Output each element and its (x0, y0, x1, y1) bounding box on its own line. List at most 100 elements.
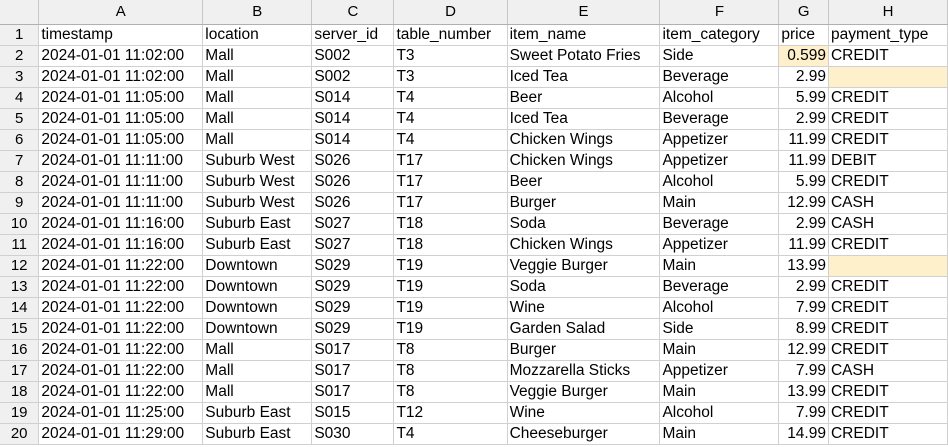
cell-h13[interactable]: CREDIT (828, 276, 948, 298)
cell-e19[interactable]: Wine (507, 402, 661, 424)
cell-h20[interactable]: CREDIT (828, 423, 948, 445)
cell-d13[interactable]: T19 (393, 276, 508, 298)
cell-h2[interactable]: CREDIT (828, 45, 948, 67)
cell-g13[interactable]: 2.99 (778, 276, 829, 298)
column-header-f[interactable]: F (659, 0, 780, 25)
column-header-a[interactable]: A (38, 0, 204, 25)
row-header[interactable]: 15 (0, 318, 40, 340)
cell-f1[interactable]: item_category (659, 24, 780, 46)
cell-e15[interactable]: Garden Salad (507, 318, 661, 340)
cell-g10[interactable]: 2.99 (778, 213, 829, 235)
cell-d5[interactable]: T4 (393, 108, 508, 130)
cell-d7[interactable]: T17 (393, 150, 508, 172)
cell-e13[interactable]: Soda (507, 276, 661, 298)
cell-c6[interactable]: S014 (311, 129, 395, 151)
cell-d18[interactable]: T8 (393, 381, 508, 403)
cell-h14[interactable]: CREDIT (828, 297, 948, 319)
cell-g17[interactable]: 7.99 (778, 360, 829, 382)
cell-b18[interactable]: Mall (202, 381, 313, 403)
cell-h9[interactable]: CASH (828, 192, 948, 214)
row-header[interactable]: 7 (0, 150, 40, 172)
cell-g15[interactable]: 8.99 (778, 318, 829, 340)
row-header[interactable]: 16 (0, 339, 40, 361)
column-header-d[interactable]: D (393, 0, 508, 25)
cell-b17[interactable]: Mall (202, 360, 313, 382)
cell-b20[interactable]: Suburb East (202, 423, 313, 445)
cell-a5[interactable]: 2024-01-01 11:05:00 (38, 108, 204, 130)
select-all-corner[interactable] (0, 0, 40, 25)
cell-a19[interactable]: 2024-01-01 11:25:00 (38, 402, 204, 424)
cell-e8[interactable]: Beer (507, 171, 661, 193)
cell-b8[interactable]: Suburb West (202, 171, 313, 193)
row-header[interactable]: 13 (0, 276, 40, 298)
cell-a8[interactable]: 2024-01-01 11:11:00 (38, 171, 204, 193)
column-header-g[interactable]: G (778, 0, 829, 25)
cell-h19[interactable]: CREDIT (828, 402, 948, 424)
cell-f17[interactable]: Appetizer (659, 360, 780, 382)
cell-g19[interactable]: 7.99 (778, 402, 829, 424)
cell-e12[interactable]: Veggie Burger (507, 255, 661, 277)
cell-f8[interactable]: Alcohol (659, 171, 780, 193)
row-header[interactable]: 5 (0, 108, 40, 130)
cell-g1[interactable]: price (778, 24, 829, 46)
cell-b12[interactable]: Downtown (202, 255, 313, 277)
cell-a11[interactable]: 2024-01-01 11:16:00 (38, 234, 204, 256)
cell-f11[interactable]: Appetizer (659, 234, 780, 256)
cell-a14[interactable]: 2024-01-01 11:22:00 (38, 297, 204, 319)
row-header[interactable]: 10 (0, 213, 40, 235)
cell-b10[interactable]: Suburb East (202, 213, 313, 235)
cell-f14[interactable]: Alcohol (659, 297, 780, 319)
cell-h4[interactable]: CREDIT (828, 87, 948, 109)
cell-c12[interactable]: S029 (311, 255, 395, 277)
row-header[interactable]: 3 (0, 66, 40, 88)
cell-c5[interactable]: S014 (311, 108, 395, 130)
column-header-b[interactable]: B (202, 0, 313, 25)
cell-c18[interactable]: S017 (311, 381, 395, 403)
cell-f13[interactable]: Beverage (659, 276, 780, 298)
cell-b11[interactable]: Suburb East (202, 234, 313, 256)
cell-d20[interactable]: T4 (393, 423, 508, 445)
cell-e4[interactable]: Beer (507, 87, 661, 109)
cell-f5[interactable]: Beverage (659, 108, 780, 130)
cell-a15[interactable]: 2024-01-01 11:22:00 (38, 318, 204, 340)
cell-e10[interactable]: Soda (507, 213, 661, 235)
row-header[interactable]: 17 (0, 360, 40, 382)
cell-f4[interactable]: Alcohol (659, 87, 780, 109)
cell-e18[interactable]: Veggie Burger (507, 381, 661, 403)
cell-h1[interactable]: payment_type (828, 24, 948, 46)
cell-b3[interactable]: Mall (202, 66, 313, 88)
cell-h5[interactable]: CREDIT (828, 108, 948, 130)
column-header-e[interactable]: E (507, 0, 661, 25)
cell-c13[interactable]: S029 (311, 276, 395, 298)
row-header[interactable]: 19 (0, 402, 40, 424)
cell-d11[interactable]: T18 (393, 234, 508, 256)
cell-b5[interactable]: Mall (202, 108, 313, 130)
cell-d8[interactable]: T17 (393, 171, 508, 193)
cell-d2[interactable]: T3 (393, 45, 508, 67)
cell-f7[interactable]: Appetizer (659, 150, 780, 172)
cell-g4[interactable]: 5.99 (778, 87, 829, 109)
cell-b16[interactable]: Mall (202, 339, 313, 361)
cell-c14[interactable]: S029 (311, 297, 395, 319)
row-header[interactable]: 12 (0, 255, 40, 277)
cell-e7[interactable]: Chicken Wings (507, 150, 661, 172)
cell-g5[interactable]: 2.99 (778, 108, 829, 130)
cell-a20[interactable]: 2024-01-01 11:29:00 (38, 423, 204, 445)
cell-a1[interactable]: timestamp (38, 24, 204, 46)
cell-e2[interactable]: Sweet Potato Fries (507, 45, 661, 67)
cell-g14[interactable]: 7.99 (778, 297, 829, 319)
cell-f12[interactable]: Main (659, 255, 780, 277)
cell-e16[interactable]: Burger (507, 339, 661, 361)
cell-a13[interactable]: 2024-01-01 11:22:00 (38, 276, 204, 298)
cell-d17[interactable]: T8 (393, 360, 508, 382)
cell-c1[interactable]: server_id (311, 24, 395, 46)
cell-b1[interactable]: location (202, 24, 313, 46)
cell-g20[interactable]: 14.99 (778, 423, 829, 445)
cell-b19[interactable]: Suburb East (202, 402, 313, 424)
cell-a3[interactable]: 2024-01-01 11:02:00 (38, 66, 204, 88)
cell-c16[interactable]: S017 (311, 339, 395, 361)
cell-g16[interactable]: 12.99 (778, 339, 829, 361)
cell-c9[interactable]: S026 (311, 192, 395, 214)
cell-c11[interactable]: S027 (311, 234, 395, 256)
cell-c10[interactable]: S027 (311, 213, 395, 235)
